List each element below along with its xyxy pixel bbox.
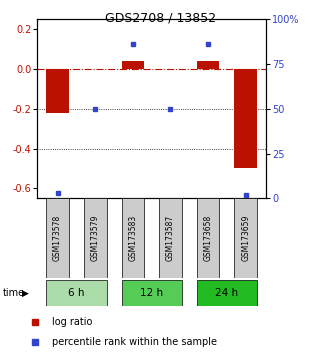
Bar: [197, 198, 219, 278]
Bar: [234, 198, 257, 278]
Text: GDS2708 / 13852: GDS2708 / 13852: [105, 12, 216, 25]
Text: GSM173583: GSM173583: [128, 215, 137, 261]
Bar: [197, 61, 219, 69]
Bar: [159, 198, 182, 278]
Text: GSM173578: GSM173578: [53, 215, 62, 261]
Text: 12 h: 12 h: [140, 288, 163, 298]
Text: GSM173659: GSM173659: [241, 215, 250, 261]
Bar: [46, 280, 107, 306]
Text: GSM173658: GSM173658: [204, 215, 213, 261]
Bar: [84, 198, 107, 278]
Text: percentile rank within the sample: percentile rank within the sample: [52, 337, 217, 347]
Text: 6 h: 6 h: [68, 288, 85, 298]
Bar: [197, 280, 257, 306]
Bar: [122, 61, 144, 69]
Bar: [122, 280, 182, 306]
Text: time: time: [3, 288, 25, 298]
Text: ▶: ▶: [22, 289, 29, 298]
Text: 24 h: 24 h: [215, 288, 239, 298]
Text: GSM173587: GSM173587: [166, 215, 175, 261]
Bar: [234, 69, 257, 169]
Bar: [122, 198, 144, 278]
Text: log ratio: log ratio: [52, 318, 92, 327]
Bar: [46, 69, 69, 113]
Text: GSM173579: GSM173579: [91, 215, 100, 261]
Bar: [46, 198, 69, 278]
